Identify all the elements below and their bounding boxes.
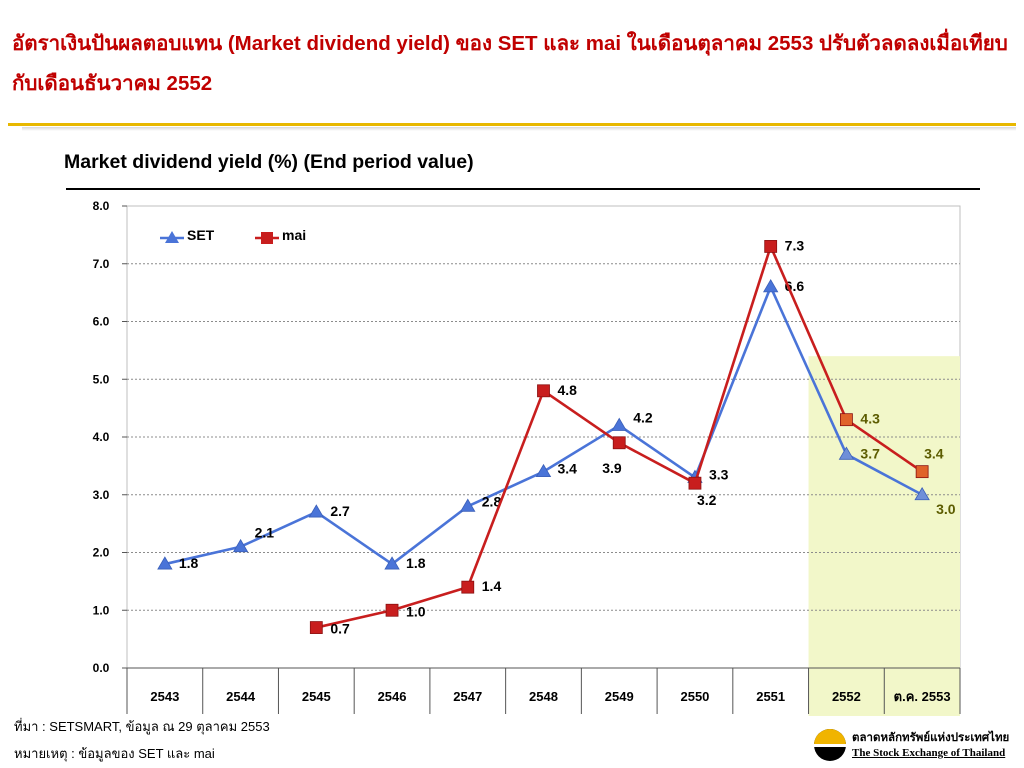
data-label-set: 3.3 (709, 466, 729, 482)
title-divider-shadow (22, 127, 1016, 131)
title-divider (8, 123, 1016, 126)
legend-marker-set (165, 231, 179, 243)
series-line-mai (693, 246, 772, 484)
data-label-mai: 7.3 (785, 237, 805, 253)
set-logo: ตลาดหลักทรัพย์แห่งประเทศไทย The Stock Ex… (812, 726, 1017, 764)
data-point-set (762, 279, 779, 293)
x-tick-label: 2546 (378, 689, 407, 704)
data-point-mai (840, 413, 853, 427)
x-tick-label: 2544 (226, 689, 256, 704)
data-point-mai (461, 580, 475, 594)
x-tick-label: 2550 (680, 689, 709, 704)
data-label-mai: 4.3 (860, 411, 880, 427)
series-line-set (315, 511, 393, 566)
data-label-set: 2.7 (330, 503, 350, 519)
data-label-mai: 1.4 (482, 578, 502, 594)
data-point-mai (688, 476, 702, 490)
x-tick-label: 2543 (150, 689, 179, 704)
data-point-set (157, 556, 173, 570)
legend-label-set: SET (187, 227, 215, 243)
data-label-set: 1.8 (179, 555, 199, 571)
logo-name-thai: ตลาดหลักทรัพย์แห่งประเทศไทย (852, 732, 1010, 744)
legend-label-mai: mai (282, 227, 306, 243)
series-line-mai (618, 441, 696, 485)
logo-name-english: The Stock Exchange of Thailand (852, 747, 1006, 759)
data-point-set (535, 463, 552, 478)
data-label-set: 2.1 (255, 525, 275, 541)
data-point-mai (764, 240, 778, 253)
data-point-mai (309, 621, 323, 634)
series-line-mai (845, 418, 923, 473)
data-point-mai (537, 384, 550, 398)
y-tick-label: 8.0 (93, 199, 110, 213)
y-tick-label: 2.0 (93, 546, 110, 560)
data-point-mai (915, 465, 929, 479)
series-line-mai (391, 585, 469, 612)
y-tick-label: 4.0 (93, 430, 110, 444)
data-point-mai (385, 603, 399, 617)
data-label-set: 1.8 (406, 555, 426, 571)
series-line-set (391, 505, 469, 566)
data-label-set: 3.7 (860, 445, 880, 461)
data-label-mai: 1.0 (406, 603, 426, 619)
data-point-set (914, 486, 930, 501)
chart-title: Market dividend yield (%) (End period va… (64, 151, 474, 173)
y-tick-label: 6.0 (93, 315, 110, 329)
data-label-set: 3.4 (558, 461, 578, 477)
series-line-set (845, 453, 923, 496)
y-tick-label: 7.0 (93, 257, 110, 271)
data-point-set (611, 417, 627, 431)
x-tick-label: 2549 (605, 689, 634, 704)
set-logo-mark (814, 729, 846, 761)
data-label-mai: 0.7 (330, 621, 350, 637)
series-line-set (618, 424, 696, 479)
data-label-mai: 3.9 (602, 460, 622, 476)
series-line-mai (542, 389, 620, 444)
data-label-set: 2.8 (482, 493, 502, 509)
highlight-band (808, 356, 960, 716)
series-line-set (769, 286, 848, 455)
x-tick-label: 2548 (529, 689, 558, 704)
series-line-mai (316, 608, 393, 629)
x-tick-label: 2547 (453, 689, 482, 704)
y-tick-label: 1.0 (93, 603, 110, 617)
y-tick-label: 5.0 (93, 372, 110, 386)
source-note: ที่มา : SETSMART, ข้อมูล ณ 29 ตุลาคม 255… (14, 719, 270, 734)
series-line-set (240, 510, 317, 548)
y-tick-label: 0.0 (93, 661, 110, 675)
data-note: หมายเหตุ : ข้อมูลของ SET และ mai (14, 746, 215, 761)
data-label-mai: 3.4 (924, 446, 944, 462)
slide-title: อัตราเงินปันผลตอบแทน (Market dividend yi… (12, 32, 1008, 95)
chart-title-rule (66, 188, 980, 190)
data-point-mai (612, 436, 626, 450)
series-line-mai (466, 390, 545, 588)
data-point-set (308, 504, 325, 518)
data-point-set (232, 538, 249, 553)
x-tick-label: ต.ค. 2553 (894, 689, 951, 704)
data-point-set (460, 498, 476, 512)
data-label-mai: 4.8 (558, 382, 578, 398)
data-point-set (384, 556, 400, 570)
data-label-set: 3.0 (936, 501, 956, 517)
data-point-set (838, 446, 855, 460)
legend-marker-mai (261, 232, 273, 244)
series-line-mai (769, 245, 848, 421)
y-tick-label: 3.0 (93, 488, 110, 502)
data-label-set: 4.2 (633, 409, 653, 425)
x-tick-label: 2545 (302, 689, 331, 704)
data-label-mai: 3.2 (697, 492, 717, 508)
series-line-set (164, 545, 241, 566)
x-tick-label: 2551 (756, 689, 785, 704)
x-tick-label: 2552 (832, 689, 861, 704)
